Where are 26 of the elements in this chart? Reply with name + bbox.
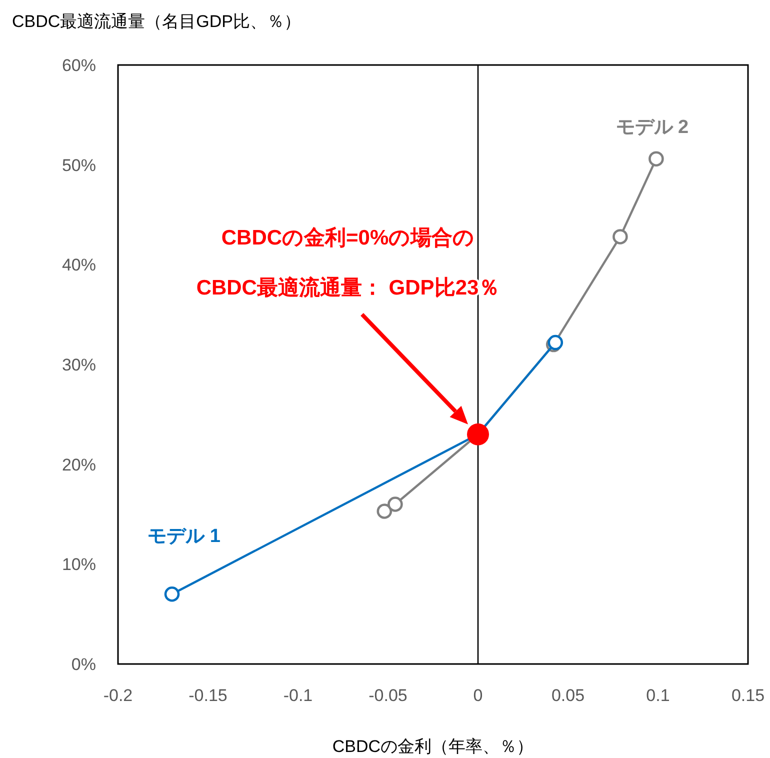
point <box>467 423 489 446</box>
y-tick-label: 30% <box>62 356 96 374</box>
x-tick-label: -0.2 <box>103 686 133 705</box>
y-tick-label: 10% <box>62 555 96 574</box>
x-tick-label: -0.1 <box>283 686 313 705</box>
y-tick-label: 0% <box>71 655 96 674</box>
x-tick-label: 0.15 <box>731 686 765 705</box>
y-axis-title: CBDC最適流通量（名目GDP比、％） <box>12 12 302 31</box>
point <box>388 496 403 512</box>
x-tick-label: 0 <box>473 686 483 705</box>
x-tick-label: 0.1 <box>646 686 670 705</box>
x-tick-label: 0.05 <box>551 686 585 705</box>
y-tick-label: 40% <box>62 256 96 275</box>
series-label: モデル 1 <box>148 526 221 548</box>
annotation: CBDCの金利=0%の場合の <box>221 226 475 250</box>
y-tick-label: 50% <box>62 156 96 175</box>
series-label: モデル 2 <box>616 116 689 138</box>
point <box>164 586 180 602</box>
x-tick-label: -0.05 <box>368 686 408 705</box>
y-tick-label: 60% <box>62 56 96 75</box>
point <box>376 504 392 519</box>
point <box>612 229 628 244</box>
x-tick-label: -0.15 <box>188 686 228 705</box>
point <box>648 151 664 166</box>
y-tick-label: 20% <box>62 455 96 474</box>
x-axis-title: CBDCの金利（年率、％） <box>332 737 534 756</box>
